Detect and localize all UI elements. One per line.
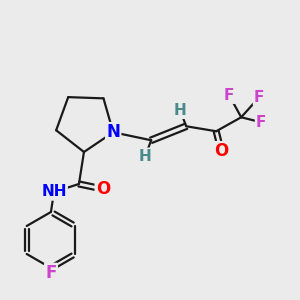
Text: H: H (174, 103, 187, 118)
Text: H: H (139, 149, 152, 164)
Text: NH: NH (41, 184, 67, 200)
Text: N: N (106, 123, 120, 141)
Text: O: O (214, 142, 228, 160)
Text: F: F (224, 88, 234, 103)
Text: F: F (254, 90, 264, 105)
Text: F: F (45, 264, 57, 282)
Text: F: F (256, 115, 266, 130)
Text: O: O (96, 180, 110, 198)
